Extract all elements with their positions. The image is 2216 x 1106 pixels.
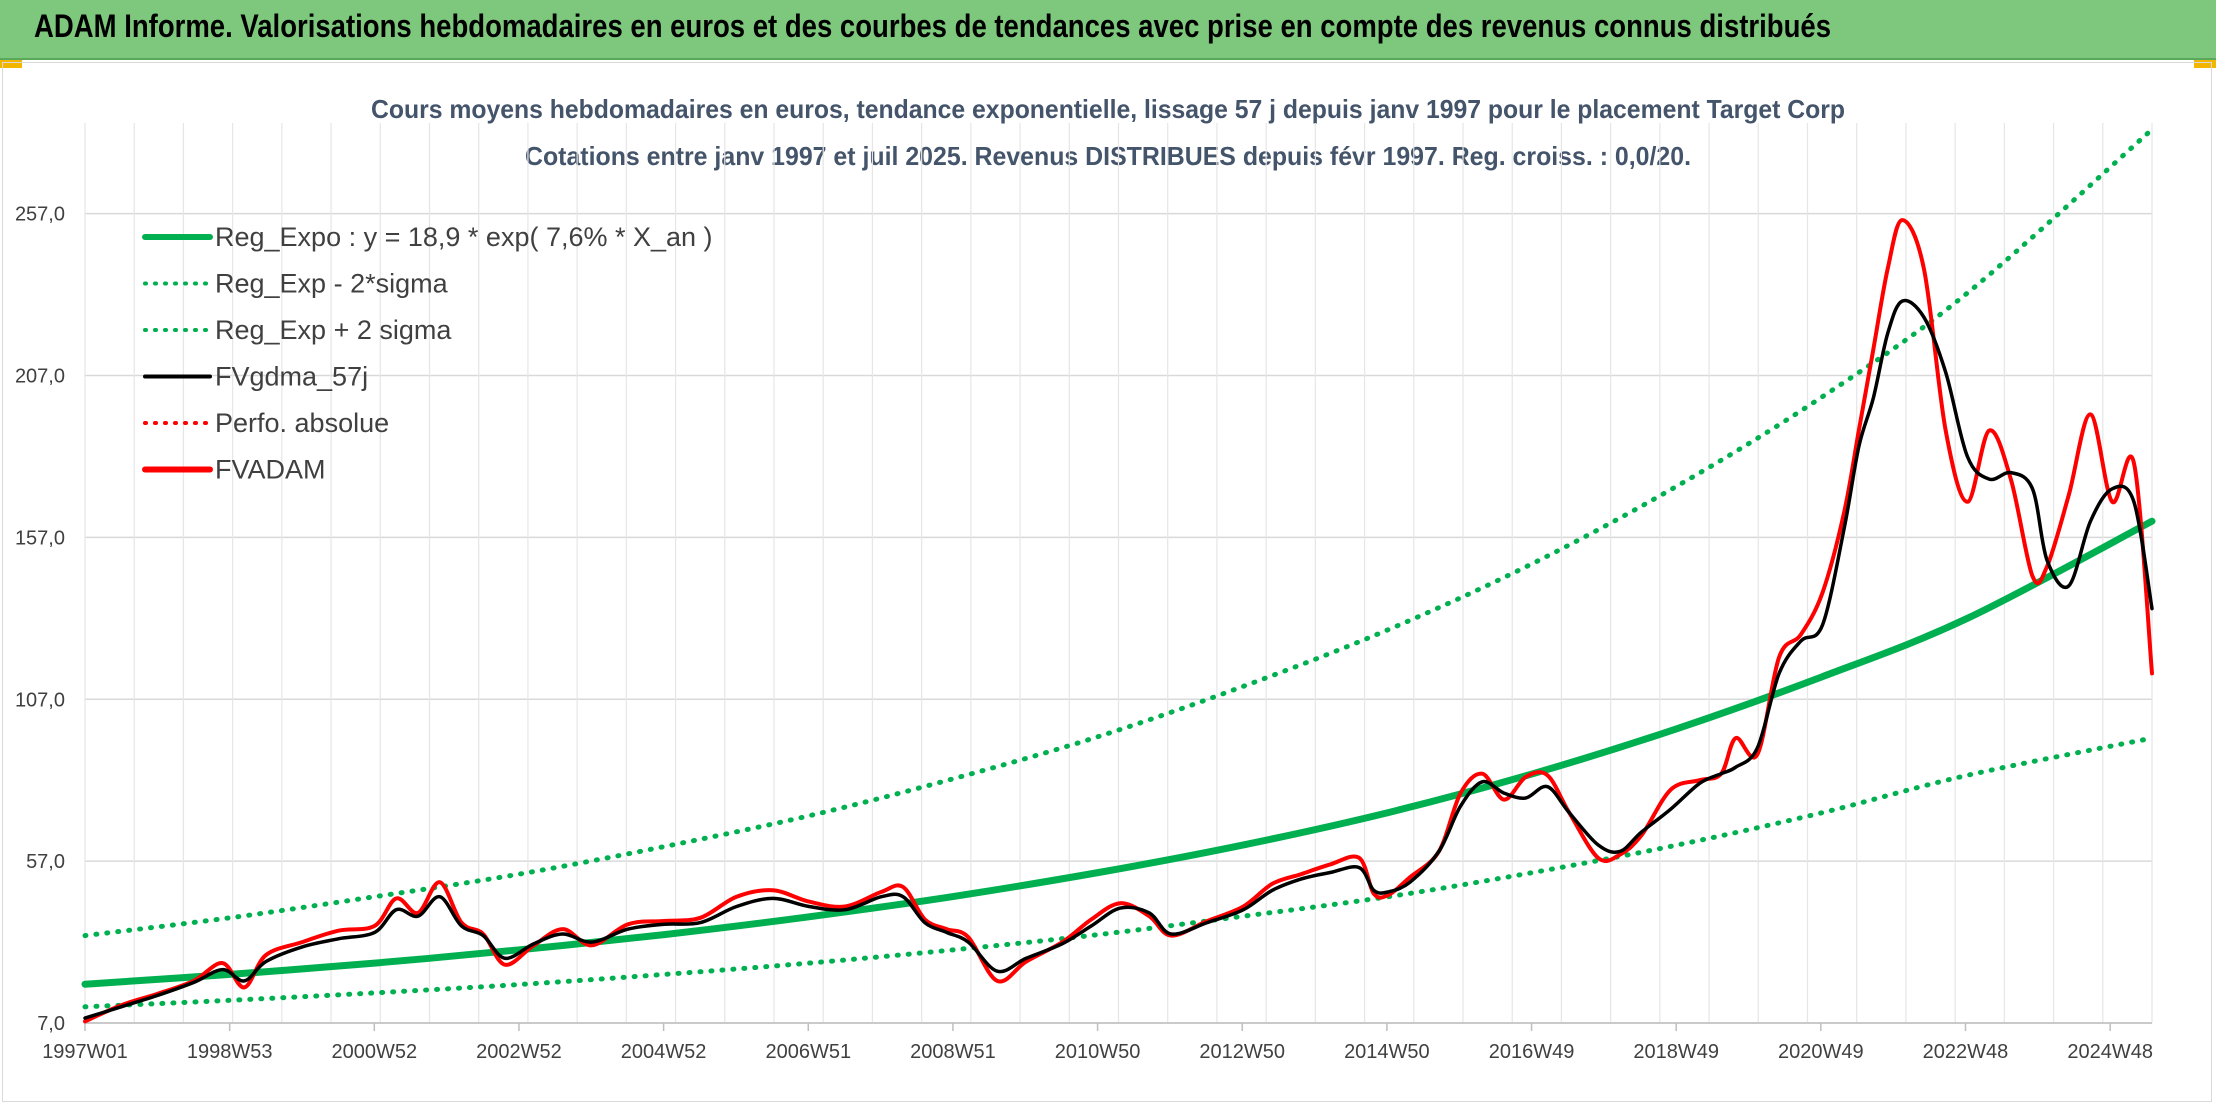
x-tick-label: 2000W52 [331,1041,417,1063]
chart-frame [2,62,2212,1102]
x-tick-label: 1998W53 [187,1041,273,1063]
x-tick-label: 2002W52 [476,1041,562,1063]
legend-label: Reg_Expo : y = 18,9 * exp( 7,6% * X_an ) [215,222,713,252]
series-line-reg-exp-2-sigma [82,127,2155,939]
legend-label: Reg_Exp + 2 sigma [215,315,452,345]
y-tick-label: 107,0 [15,689,65,711]
chart-subtitle: Cotations entre janv 1997 et juil 2025. … [525,141,1691,171]
legend-label: Perfo. absolue [215,408,389,438]
x-tick-label: 2010W50 [1055,1041,1141,1063]
x-tick-label: 1997W01 [42,1041,128,1063]
x-tick-label: 2020W49 [1778,1041,1864,1063]
y-tick-label: 157,0 [15,527,65,549]
y-tick-label: 257,0 [15,204,65,226]
corner-marker-right [2194,60,2216,68]
series-line-reg-expo-y-18-9-exp-7-6-x-an [81,517,2156,988]
axes: 7,0 57,0 107,0 157,0 207,0 257,0 1997W01 1998W5… [15,204,2153,1063]
x-tick-label: 2008W51 [910,1041,996,1063]
x-tick-label: 2006W51 [765,1041,851,1063]
y-tick-label: 57,0 [26,851,65,873]
x-tick-label: 2024W48 [2067,1041,2153,1063]
grid [84,123,2153,1024]
corner-marker-left [0,60,22,68]
x-tick-label: 2004W52 [621,1041,707,1063]
legend-label: Reg_Exp - 2*sigma [215,269,449,299]
x-tick-label: 2014W50 [1344,1041,1430,1063]
x-tick-label: 2012W50 [1199,1041,1285,1063]
series-line-fvgdma-57j [83,298,2154,1020]
y-tick-label: 7,0 [37,1013,65,1035]
series [81,127,2156,1024]
x-tick-label: 2016W49 [1489,1041,1575,1063]
legend-label: FVADAM [215,455,326,485]
banner-title: ADAM Informe. Valorisations hebdomadaire… [34,8,1831,44]
legend: Reg_Expo : y = 18,9 * exp( 7,6% * X_an )… [142,222,713,485]
x-tick-label: 2022W48 [1923,1041,2009,1063]
series-line-reg-exp-2-sigma [82,735,2155,1010]
x-tick-label: 2018W49 [1633,1041,1719,1063]
header-banner: ADAM Informe. Valorisations hebdomadaire… [0,0,2216,60]
y-tick-label: 207,0 [15,366,65,388]
legend-label: FVgdma_57j [215,362,368,392]
chart-title: Cours moyens hebdomadaires en euros, ten… [371,94,1845,124]
